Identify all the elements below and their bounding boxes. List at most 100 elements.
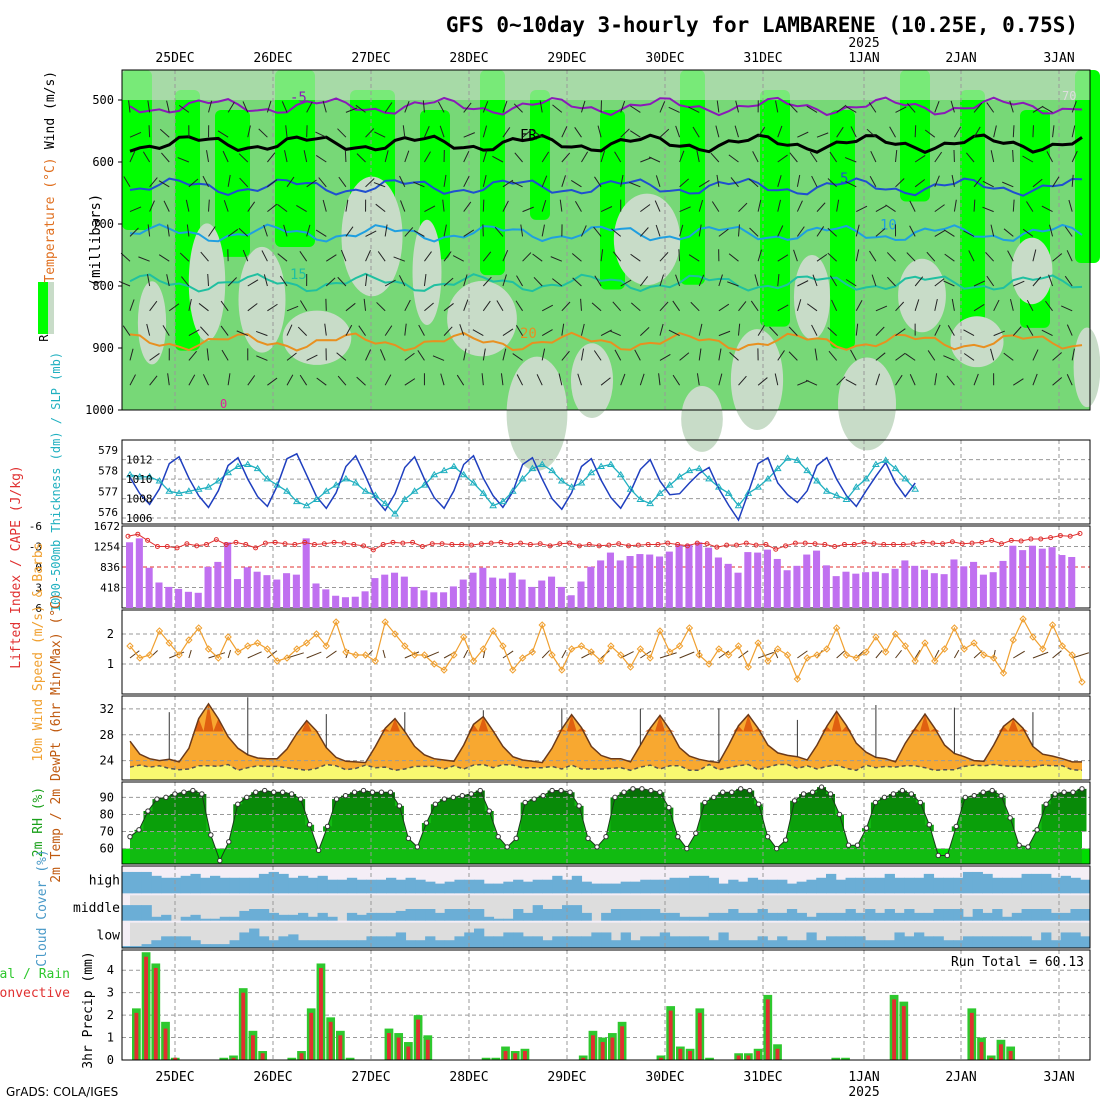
- lifted-index-point: [635, 542, 641, 548]
- rh-low-region: [412, 219, 442, 326]
- cloud-bar: [327, 879, 338, 894]
- wind-barb: [502, 348, 507, 361]
- wind-barb: [515, 325, 524, 336]
- cloud-bar: [894, 932, 905, 948]
- cloud-bar: [356, 879, 367, 894]
- wind-barb-10m: [659, 652, 677, 659]
- cloud-bar: [610, 940, 622, 948]
- cloud-bar: [483, 936, 495, 948]
- wind-speed-point: [253, 639, 262, 647]
- wind-barb-10m: [227, 649, 232, 659]
- rh2m-point: [172, 791, 178, 797]
- cloud-bar: [669, 936, 680, 948]
- wind-barb: [698, 348, 702, 361]
- wind-speed-point: [960, 645, 968, 653]
- cloud-bar: [865, 940, 876, 948]
- wind-speed-point: [1058, 642, 1067, 650]
- wind-barb: [889, 126, 896, 138]
- wind-barb: [593, 226, 602, 237]
- wind-barb: [612, 251, 622, 262]
- cape-bar: [126, 542, 134, 608]
- precip-convective-bar: [668, 1010, 673, 1060]
- wind-barb: [727, 281, 739, 287]
- date-label-bottom: 29DEC: [547, 1070, 586, 1085]
- thickness-point: [449, 462, 458, 470]
- wind-barb: [325, 277, 336, 287]
- thickness-point: [479, 489, 488, 496]
- wind-barb: [577, 373, 582, 386]
- wind-barb: [167, 373, 170, 386]
- wind-speed-point: [558, 666, 566, 674]
- wind-barb: [306, 224, 311, 237]
- cloud-bar: [278, 914, 289, 921]
- cape-bar: [655, 556, 664, 608]
- rh2m-point: [486, 808, 492, 814]
- wind-speed-point: [774, 645, 782, 653]
- thickness-point: [872, 460, 880, 467]
- cloud-bar: [1031, 873, 1042, 894]
- wind-barb: [502, 274, 507, 287]
- precip-convective-bar: [503, 1051, 508, 1060]
- cloud-bar: [386, 912, 397, 921]
- wind-barb: [777, 199, 782, 212]
- wind-barb: [875, 205, 887, 213]
- date-label-top: 29DEC: [547, 51, 586, 66]
- wind-barb: [247, 303, 258, 312]
- wind-barb: [1052, 352, 1062, 361]
- wind-barb: [208, 100, 213, 113]
- cape-bar: [793, 565, 801, 608]
- cloud-row-label: low: [97, 928, 121, 943]
- cloud-bar: [239, 877, 250, 894]
- wind-barb: [220, 325, 229, 336]
- rh-low-region: [898, 258, 946, 333]
- cloud-bar: [581, 912, 592, 921]
- cloud-bar: [444, 909, 455, 921]
- rh-low-region: [1073, 327, 1100, 408]
- cloud-bar: [806, 932, 817, 948]
- wind-barb: [869, 176, 877, 188]
- cloud-bar: [161, 936, 172, 948]
- wind-barb: [400, 200, 406, 212]
- wind-barb: [177, 157, 190, 163]
- cape-bar: [646, 554, 654, 608]
- wind-barb: [502, 249, 509, 262]
- precip-tick-label: 1: [107, 1031, 114, 1045]
- rh2m-point: [720, 789, 726, 795]
- cloud-bar: [562, 905, 573, 921]
- rh-low-region: [570, 343, 614, 419]
- wind-speed-point: [312, 630, 321, 638]
- wind-barb: [129, 227, 139, 237]
- wind-barb: [340, 249, 347, 262]
- wind-barb: [277, 253, 288, 262]
- cloud-bar: [1080, 909, 1091, 921]
- rh2m-point: [971, 792, 977, 799]
- wind-barb: [809, 151, 818, 163]
- wind-barb: [516, 374, 524, 386]
- cloud-bar: [747, 877, 759, 894]
- cloud-bar: [630, 881, 641, 894]
- wind-barb: [943, 355, 955, 361]
- wind-speed-point: [499, 642, 507, 650]
- cloud-bar: [444, 940, 455, 948]
- wind-barb: [591, 302, 602, 312]
- wind-barb: [181, 276, 190, 287]
- cloud-bar: [493, 936, 504, 948]
- lifted-index-point: [125, 533, 131, 539]
- wind-barb-10m: [561, 649, 567, 659]
- isotherm-line: [129, 96, 1083, 117]
- precip-convective-bar: [591, 1035, 595, 1060]
- wind-barb: [255, 330, 268, 337]
- lifted-index-point: [998, 541, 1004, 547]
- lifted-index-point: [959, 541, 965, 547]
- wind-barb: [200, 326, 209, 336]
- wind-speed-point: [391, 630, 399, 638]
- wind-barb: [737, 224, 740, 237]
- rh2m-axis-label: 2m RH (%): [31, 787, 46, 857]
- wind-barb: [630, 253, 641, 262]
- lifted-index-point: [743, 540, 749, 546]
- wind-speed-point: [194, 624, 203, 632]
- cloud-bar: [708, 940, 719, 948]
- cape-bar: [763, 549, 772, 608]
- thickness-point: [499, 497, 507, 505]
- wind-speed-point: [224, 633, 232, 641]
